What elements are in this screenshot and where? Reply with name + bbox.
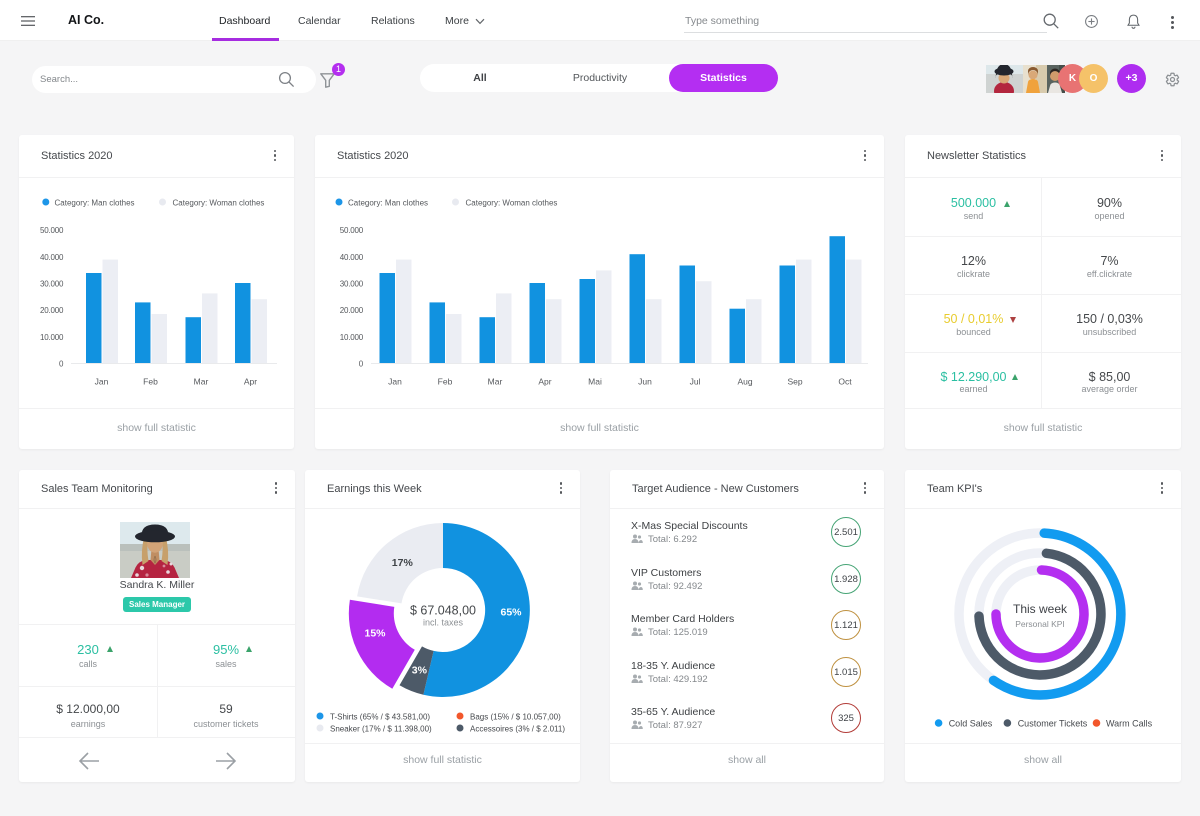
svg-text:20.000: 20.000: [340, 306, 364, 315]
svg-text:Bags (15% / $ 10.057,00): Bags (15% / $ 10.057,00): [470, 713, 561, 722]
svg-text:40.000: 40.000: [340, 253, 364, 262]
svg-text:Accessoires (3% / $ 2.011): Accessoires (3% / $ 2.011): [470, 725, 565, 734]
svg-text:Jan: Jan: [95, 377, 109, 387]
svg-text:Warm Calls: Warm Calls: [1106, 719, 1153, 729]
svg-text:0: 0: [59, 360, 64, 369]
svg-text:Mar: Mar: [488, 377, 503, 387]
svg-text:17%: 17%: [392, 557, 414, 569]
svg-text:Sep: Sep: [787, 377, 802, 387]
svg-text:Customer Tickets: Customer Tickets: [1018, 719, 1088, 729]
svg-text:Jun: Jun: [638, 377, 652, 387]
svg-text:Apr: Apr: [538, 377, 551, 387]
svg-text:Personal KPI: Personal KPI: [1015, 619, 1065, 629]
svg-text:3%: 3%: [412, 665, 428, 677]
svg-text:Cold Sales: Cold Sales: [949, 719, 993, 729]
svg-text:Feb: Feb: [143, 377, 158, 387]
svg-text:Category: Man clothes: Category: Man clothes: [348, 199, 428, 208]
svg-text:$ 67.048,00: $ 67.048,00: [410, 604, 476, 618]
svg-text:10.000: 10.000: [340, 333, 364, 342]
svg-text:Feb: Feb: [438, 377, 453, 387]
svg-text:Jan: Jan: [388, 377, 402, 387]
svg-text:50.000: 50.000: [40, 226, 64, 235]
svg-text:Category: Woman clothes: Category: Woman clothes: [173, 199, 265, 208]
svg-text:10.000: 10.000: [40, 333, 64, 342]
svg-text:40.000: 40.000: [40, 253, 64, 262]
svg-text:0: 0: [359, 360, 364, 369]
svg-text:15%: 15%: [364, 628, 386, 640]
svg-text:Apr: Apr: [244, 377, 257, 387]
svg-text:20.000: 20.000: [40, 306, 64, 315]
svg-text:30.000: 30.000: [340, 279, 364, 288]
svg-text:T-Shirts (65% / $ 43.581,00): T-Shirts (65% / $ 43.581,00): [330, 713, 430, 722]
svg-text:This week: This week: [1013, 602, 1068, 616]
svg-text:65%: 65%: [500, 607, 522, 619]
svg-text:Category: Woman clothes: Category: Woman clothes: [466, 199, 558, 208]
svg-text:Sneaker (17% / $ 11.398,00): Sneaker (17% / $ 11.398,00): [330, 725, 432, 734]
svg-text:incl. taxes: incl. taxes: [423, 618, 464, 628]
svg-text:Aug: Aug: [737, 377, 752, 387]
svg-text:Mar: Mar: [194, 377, 209, 387]
svg-text:Mai: Mai: [588, 377, 602, 387]
svg-text:Category: Man clothes: Category: Man clothes: [55, 199, 135, 208]
svg-text:Jul: Jul: [690, 377, 701, 387]
svg-text:50.000: 50.000: [340, 226, 364, 235]
svg-text:Oct: Oct: [838, 377, 852, 387]
svg-text:30.000: 30.000: [40, 279, 64, 288]
